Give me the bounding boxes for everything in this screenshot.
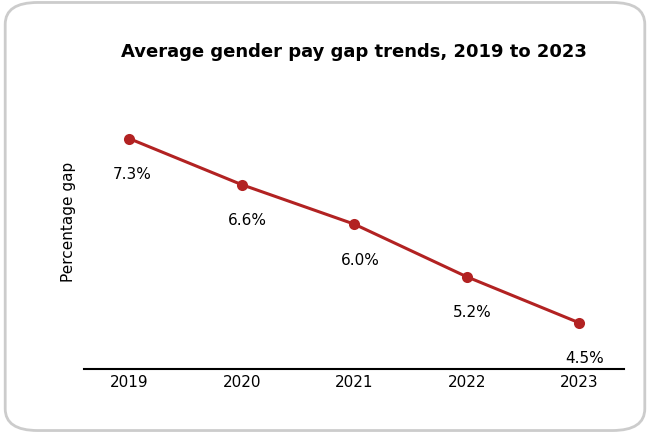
- Text: 5.2%: 5.2%: [453, 305, 492, 319]
- Text: 4.5%: 4.5%: [566, 351, 604, 365]
- Text: 7.3%: 7.3%: [112, 167, 151, 182]
- Text: 6.0%: 6.0%: [341, 252, 380, 267]
- Title: Average gender pay gap trends, 2019 to 2023: Average gender pay gap trends, 2019 to 2…: [122, 43, 587, 61]
- Text: 6.6%: 6.6%: [228, 213, 267, 228]
- Y-axis label: Percentage gap: Percentage gap: [61, 161, 76, 281]
